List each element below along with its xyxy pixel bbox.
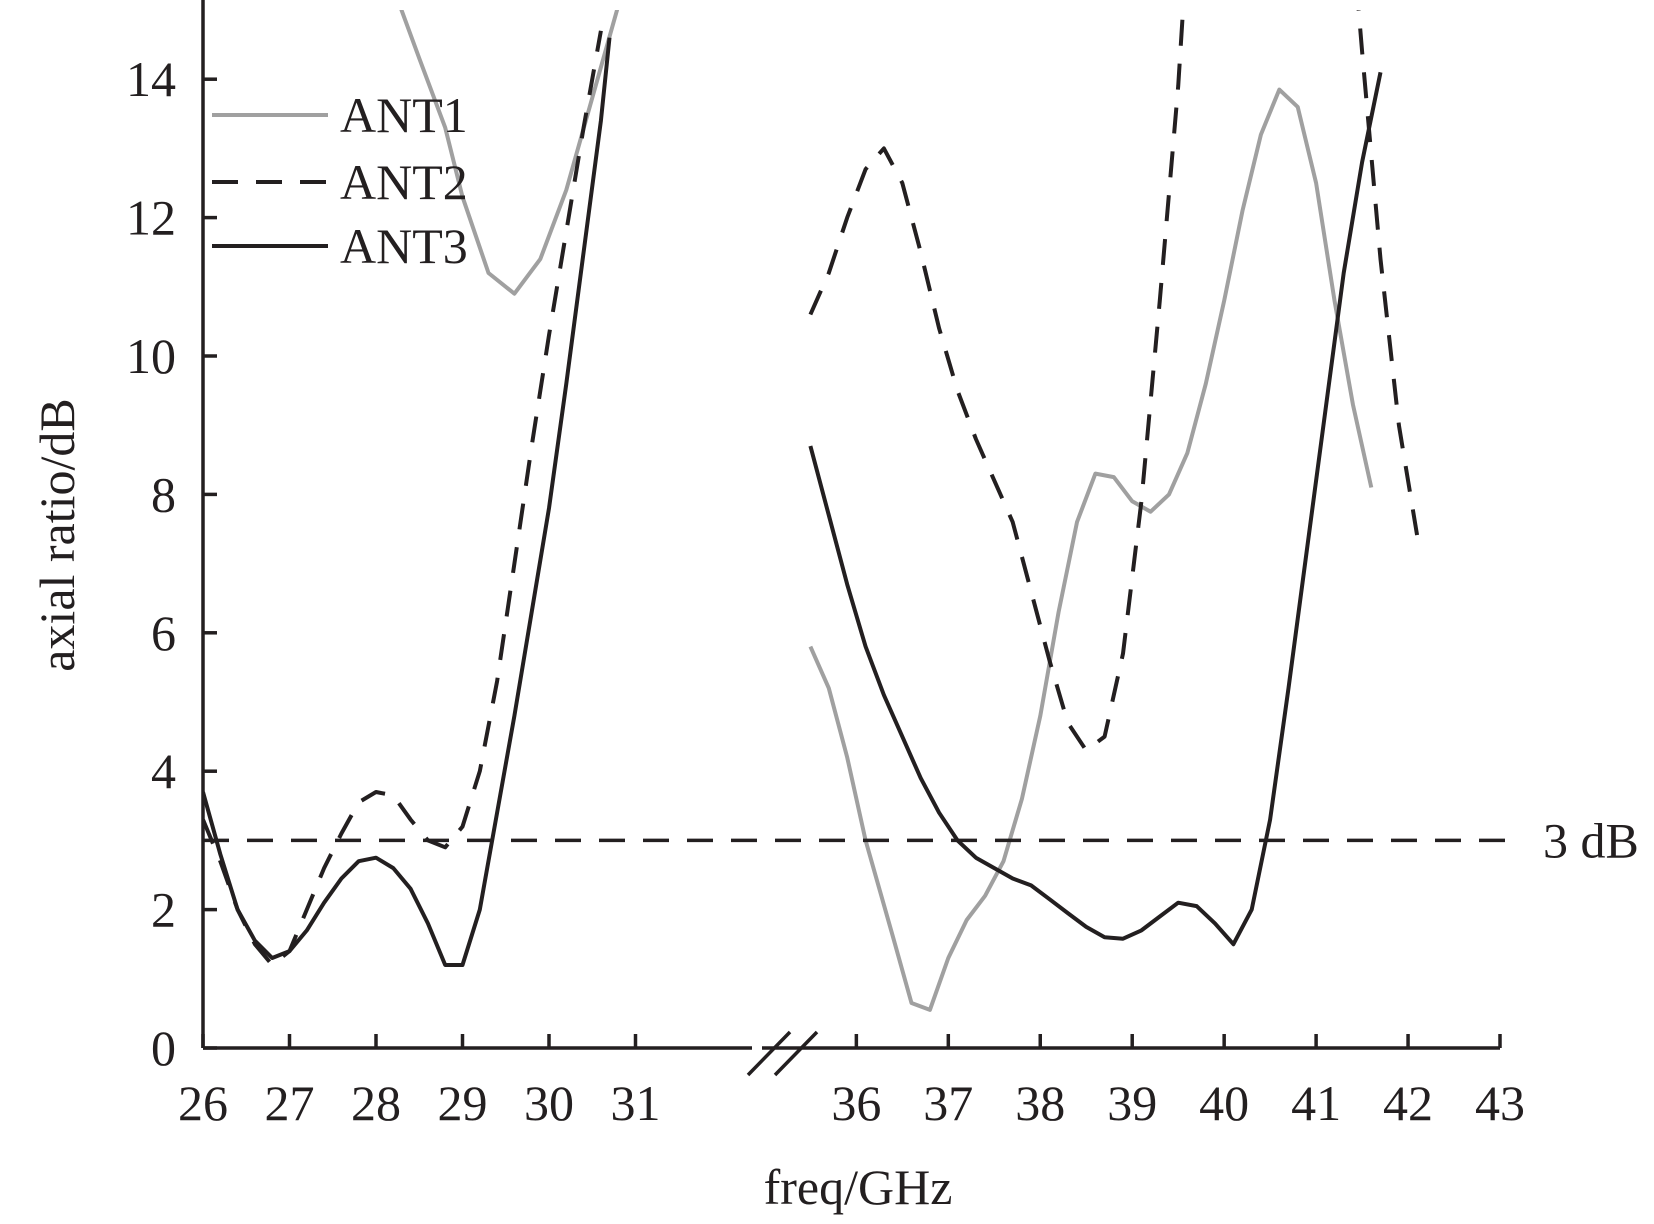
x-tick-label-40: 40 bbox=[1199, 1075, 1249, 1131]
x-tick-label-28: 28 bbox=[351, 1075, 401, 1131]
y-tick-label-2: 2 bbox=[151, 882, 176, 938]
x-tick-label-36: 36 bbox=[831, 1075, 881, 1131]
x-tick-label-26: 26 bbox=[178, 1075, 228, 1131]
reference-line-label: 3 dB bbox=[1543, 812, 1639, 868]
legend-label-ant3: ANT3 bbox=[340, 218, 468, 274]
series-ant1-line-2 bbox=[808, 87, 1374, 1012]
legend-label-ant1: ANT1 bbox=[340, 87, 468, 143]
series-ant3-line-2 bbox=[808, 71, 1383, 947]
legend: ANT1 ANT2 ANT3 bbox=[212, 87, 468, 274]
series-ant2-line-1 bbox=[203, 30, 603, 967]
series-layer bbox=[203, 10, 1420, 1012]
x-tick-label-27: 27 bbox=[265, 1075, 315, 1131]
x-tick-label-39: 39 bbox=[1107, 1075, 1157, 1131]
x-tick-label-30: 30 bbox=[524, 1075, 574, 1131]
axes-layer: 26 27 28 29 30 31 36 37 38 39 40 41 42 43 0 2 4 6 8 10 12 14 bbox=[126, 0, 1525, 1131]
y-tick-label-0: 0 bbox=[151, 1020, 176, 1076]
x-axis-title: freq/GHz bbox=[764, 1159, 953, 1215]
y-tick-label-14: 14 bbox=[126, 51, 176, 107]
series-ant1-line-1 bbox=[399, 10, 620, 296]
series-ant2-line-3 bbox=[1356, 10, 1420, 537]
x-tick-label-31: 31 bbox=[611, 1075, 661, 1131]
axis-break-mark-2 bbox=[773, 1030, 819, 1077]
x-tick-label-42: 42 bbox=[1383, 1075, 1433, 1131]
y-tick-label-12: 12 bbox=[126, 190, 176, 246]
reference-line-layer: 3 dB bbox=[203, 812, 1639, 868]
x-tick-label-29: 29 bbox=[438, 1075, 488, 1131]
y-tick-label-8: 8 bbox=[151, 466, 176, 522]
x-tick-label-43: 43 bbox=[1475, 1075, 1525, 1131]
y-tick-label-4: 4 bbox=[151, 743, 176, 799]
x-tick-label-38: 38 bbox=[1015, 1075, 1065, 1131]
y-tick-label-10: 10 bbox=[126, 328, 176, 384]
series-ant2-line-2 bbox=[808, 10, 1186, 753]
x-tick-label-37: 37 bbox=[923, 1075, 973, 1131]
series-ant3-line-1 bbox=[203, 37, 612, 967]
axis-break-mark-1 bbox=[746, 1030, 792, 1077]
y-axis-title: axial ratio/dB bbox=[29, 398, 85, 672]
x-tick-label-41: 41 bbox=[1291, 1075, 1341, 1131]
legend-label-ant2: ANT2 bbox=[340, 154, 468, 210]
y-tick-label-6: 6 bbox=[151, 605, 176, 661]
